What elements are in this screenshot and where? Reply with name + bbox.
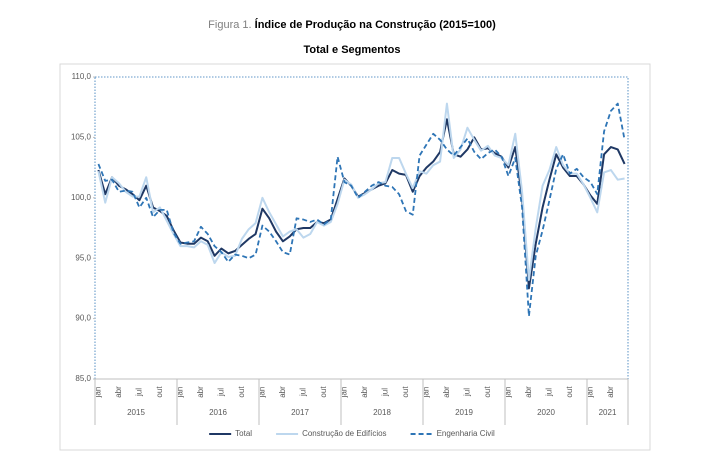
x-tick-label: jul [217,388,226,397]
x-tick-label: jul [299,388,308,397]
x-tick-label: jan [258,387,267,399]
x-tick-label: out [401,386,410,398]
x-tick-label: out [565,386,574,398]
legend-label: Total [235,429,252,438]
x-tick-label: abr [360,386,369,398]
x-tick-label: out [237,386,246,398]
x-tick-label: jul [545,388,554,397]
x-tick-label: jan [176,387,185,399]
x-tick-label: jan [504,387,513,399]
group-label: 2019 [455,408,473,417]
x-tick-label: abr [114,386,123,398]
y-tick-label: 100,0 [71,193,92,202]
x-tick-label: abr [196,386,205,398]
y-tick-label: 90,0 [75,314,91,323]
chart-title: Figura 1. Índice de Produção na Construç… [208,18,496,31]
x-tick-label: jul [135,388,144,397]
x-tick-label: abr [524,386,533,398]
y-tick-label: 110,0 [72,72,92,81]
x-tick-label: jan [586,387,595,399]
legend-label: Engenharia Civil [437,429,495,438]
y-tick-label: 105,0 [71,133,92,142]
legend: Total Construção de Edifícios Engenharia C… [209,429,495,438]
x-tick-label: jul [381,388,390,397]
title-text: Índice de Produção na Construção (2015=1… [255,18,496,31]
x-tick-label: jan [94,387,103,399]
y-tick-label: 95,0 [75,253,91,262]
legend-label: Construção de Edifícios [302,429,387,438]
x-tick-label: out [319,386,328,398]
group-label: 2018 [373,408,391,417]
group-label: 2016 [209,408,227,417]
x-tick-label: out [155,386,164,398]
group-label: 2015 [127,408,145,417]
chart-subtitle: Total e Segmentos [304,44,401,56]
series-line [97,102,626,318]
x-tick-label: abr [442,386,451,398]
group-label: 2021 [599,408,617,417]
figure-label: Figura 1. [208,19,251,31]
x-tick-label: out [483,386,492,398]
x-tick-label: jul [463,388,472,397]
group-label: 2017 [291,408,309,417]
x-tick-label: abr [606,386,615,398]
x-tick-label: abr [278,386,287,398]
series-line [97,102,625,281]
chart-frame [59,63,651,451]
group-label: 2020 [537,408,555,417]
y-tick-label: 85,0 [75,374,91,383]
x-tick-label: jan [340,387,349,399]
x-tick-label: jan [422,387,431,399]
